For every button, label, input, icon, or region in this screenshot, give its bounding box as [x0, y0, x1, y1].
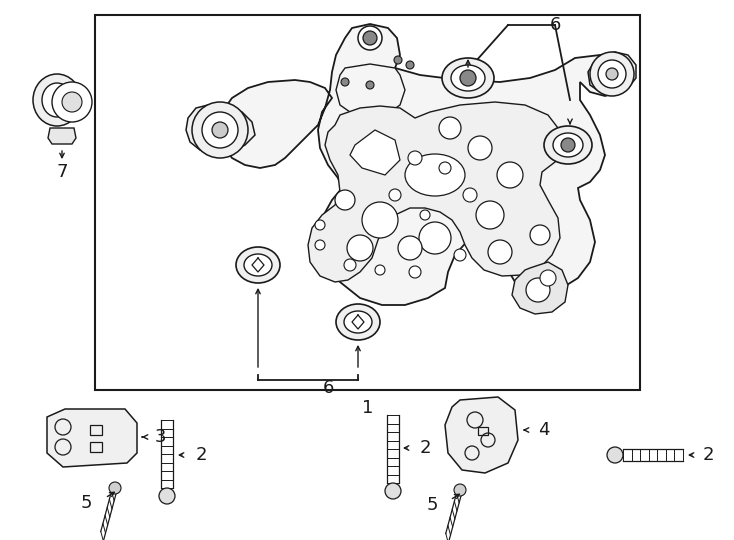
Ellipse shape — [33, 74, 81, 126]
Circle shape — [497, 162, 523, 188]
Polygon shape — [218, 24, 628, 305]
Circle shape — [347, 235, 373, 261]
Circle shape — [109, 482, 121, 494]
Text: 2: 2 — [420, 439, 432, 457]
Polygon shape — [308, 102, 562, 282]
Circle shape — [420, 210, 430, 220]
Bar — [90, 442, 102, 452]
Text: 7: 7 — [57, 163, 68, 181]
Ellipse shape — [336, 304, 380, 340]
Circle shape — [590, 52, 634, 96]
Bar — [95, 15, 640, 390]
Text: 5: 5 — [81, 494, 92, 512]
Circle shape — [540, 270, 556, 286]
Circle shape — [419, 222, 451, 254]
Text: 2: 2 — [196, 446, 208, 464]
Text: 6: 6 — [549, 16, 561, 34]
Text: 5: 5 — [426, 496, 438, 514]
Circle shape — [202, 112, 238, 148]
Circle shape — [598, 60, 626, 88]
Circle shape — [463, 188, 477, 202]
Circle shape — [408, 151, 422, 165]
Circle shape — [394, 56, 402, 64]
Circle shape — [406, 61, 414, 69]
Circle shape — [476, 201, 504, 229]
Circle shape — [358, 26, 382, 50]
Circle shape — [454, 484, 466, 496]
Text: 6: 6 — [322, 379, 334, 397]
Circle shape — [315, 240, 325, 250]
Circle shape — [439, 162, 451, 174]
Circle shape — [460, 70, 476, 86]
Circle shape — [398, 236, 422, 260]
Circle shape — [606, 68, 618, 80]
Circle shape — [409, 266, 421, 278]
Circle shape — [389, 189, 401, 201]
Circle shape — [192, 102, 248, 158]
Ellipse shape — [442, 58, 494, 98]
Circle shape — [488, 240, 512, 264]
Text: 3: 3 — [155, 428, 167, 446]
Circle shape — [362, 202, 398, 238]
Polygon shape — [588, 52, 636, 94]
Ellipse shape — [451, 65, 485, 91]
Text: 1: 1 — [362, 399, 373, 417]
Ellipse shape — [544, 126, 592, 164]
Bar — [90, 425, 102, 435]
Circle shape — [439, 117, 461, 139]
Polygon shape — [512, 262, 568, 314]
Text: 2: 2 — [703, 446, 714, 464]
Bar — [478, 427, 488, 435]
Polygon shape — [445, 397, 518, 473]
Circle shape — [607, 447, 623, 463]
Circle shape — [159, 488, 175, 504]
Ellipse shape — [42, 83, 72, 117]
Circle shape — [468, 136, 492, 160]
Circle shape — [366, 81, 374, 89]
Circle shape — [315, 220, 325, 230]
Circle shape — [341, 78, 349, 86]
Ellipse shape — [236, 247, 280, 283]
Polygon shape — [350, 130, 400, 175]
Circle shape — [212, 122, 228, 138]
Ellipse shape — [344, 311, 372, 333]
Circle shape — [530, 225, 550, 245]
Ellipse shape — [405, 154, 465, 196]
Polygon shape — [48, 128, 76, 144]
Circle shape — [561, 138, 575, 152]
Circle shape — [344, 259, 356, 271]
Circle shape — [52, 82, 92, 122]
Circle shape — [526, 278, 550, 302]
Circle shape — [335, 190, 355, 210]
Circle shape — [62, 92, 82, 112]
Circle shape — [454, 249, 466, 261]
Ellipse shape — [553, 133, 583, 157]
Circle shape — [375, 265, 385, 275]
Circle shape — [385, 483, 401, 499]
Polygon shape — [47, 409, 137, 467]
Polygon shape — [186, 105, 255, 155]
Polygon shape — [336, 64, 405, 115]
Circle shape — [363, 31, 377, 45]
Ellipse shape — [244, 254, 272, 276]
Text: 4: 4 — [538, 421, 550, 439]
